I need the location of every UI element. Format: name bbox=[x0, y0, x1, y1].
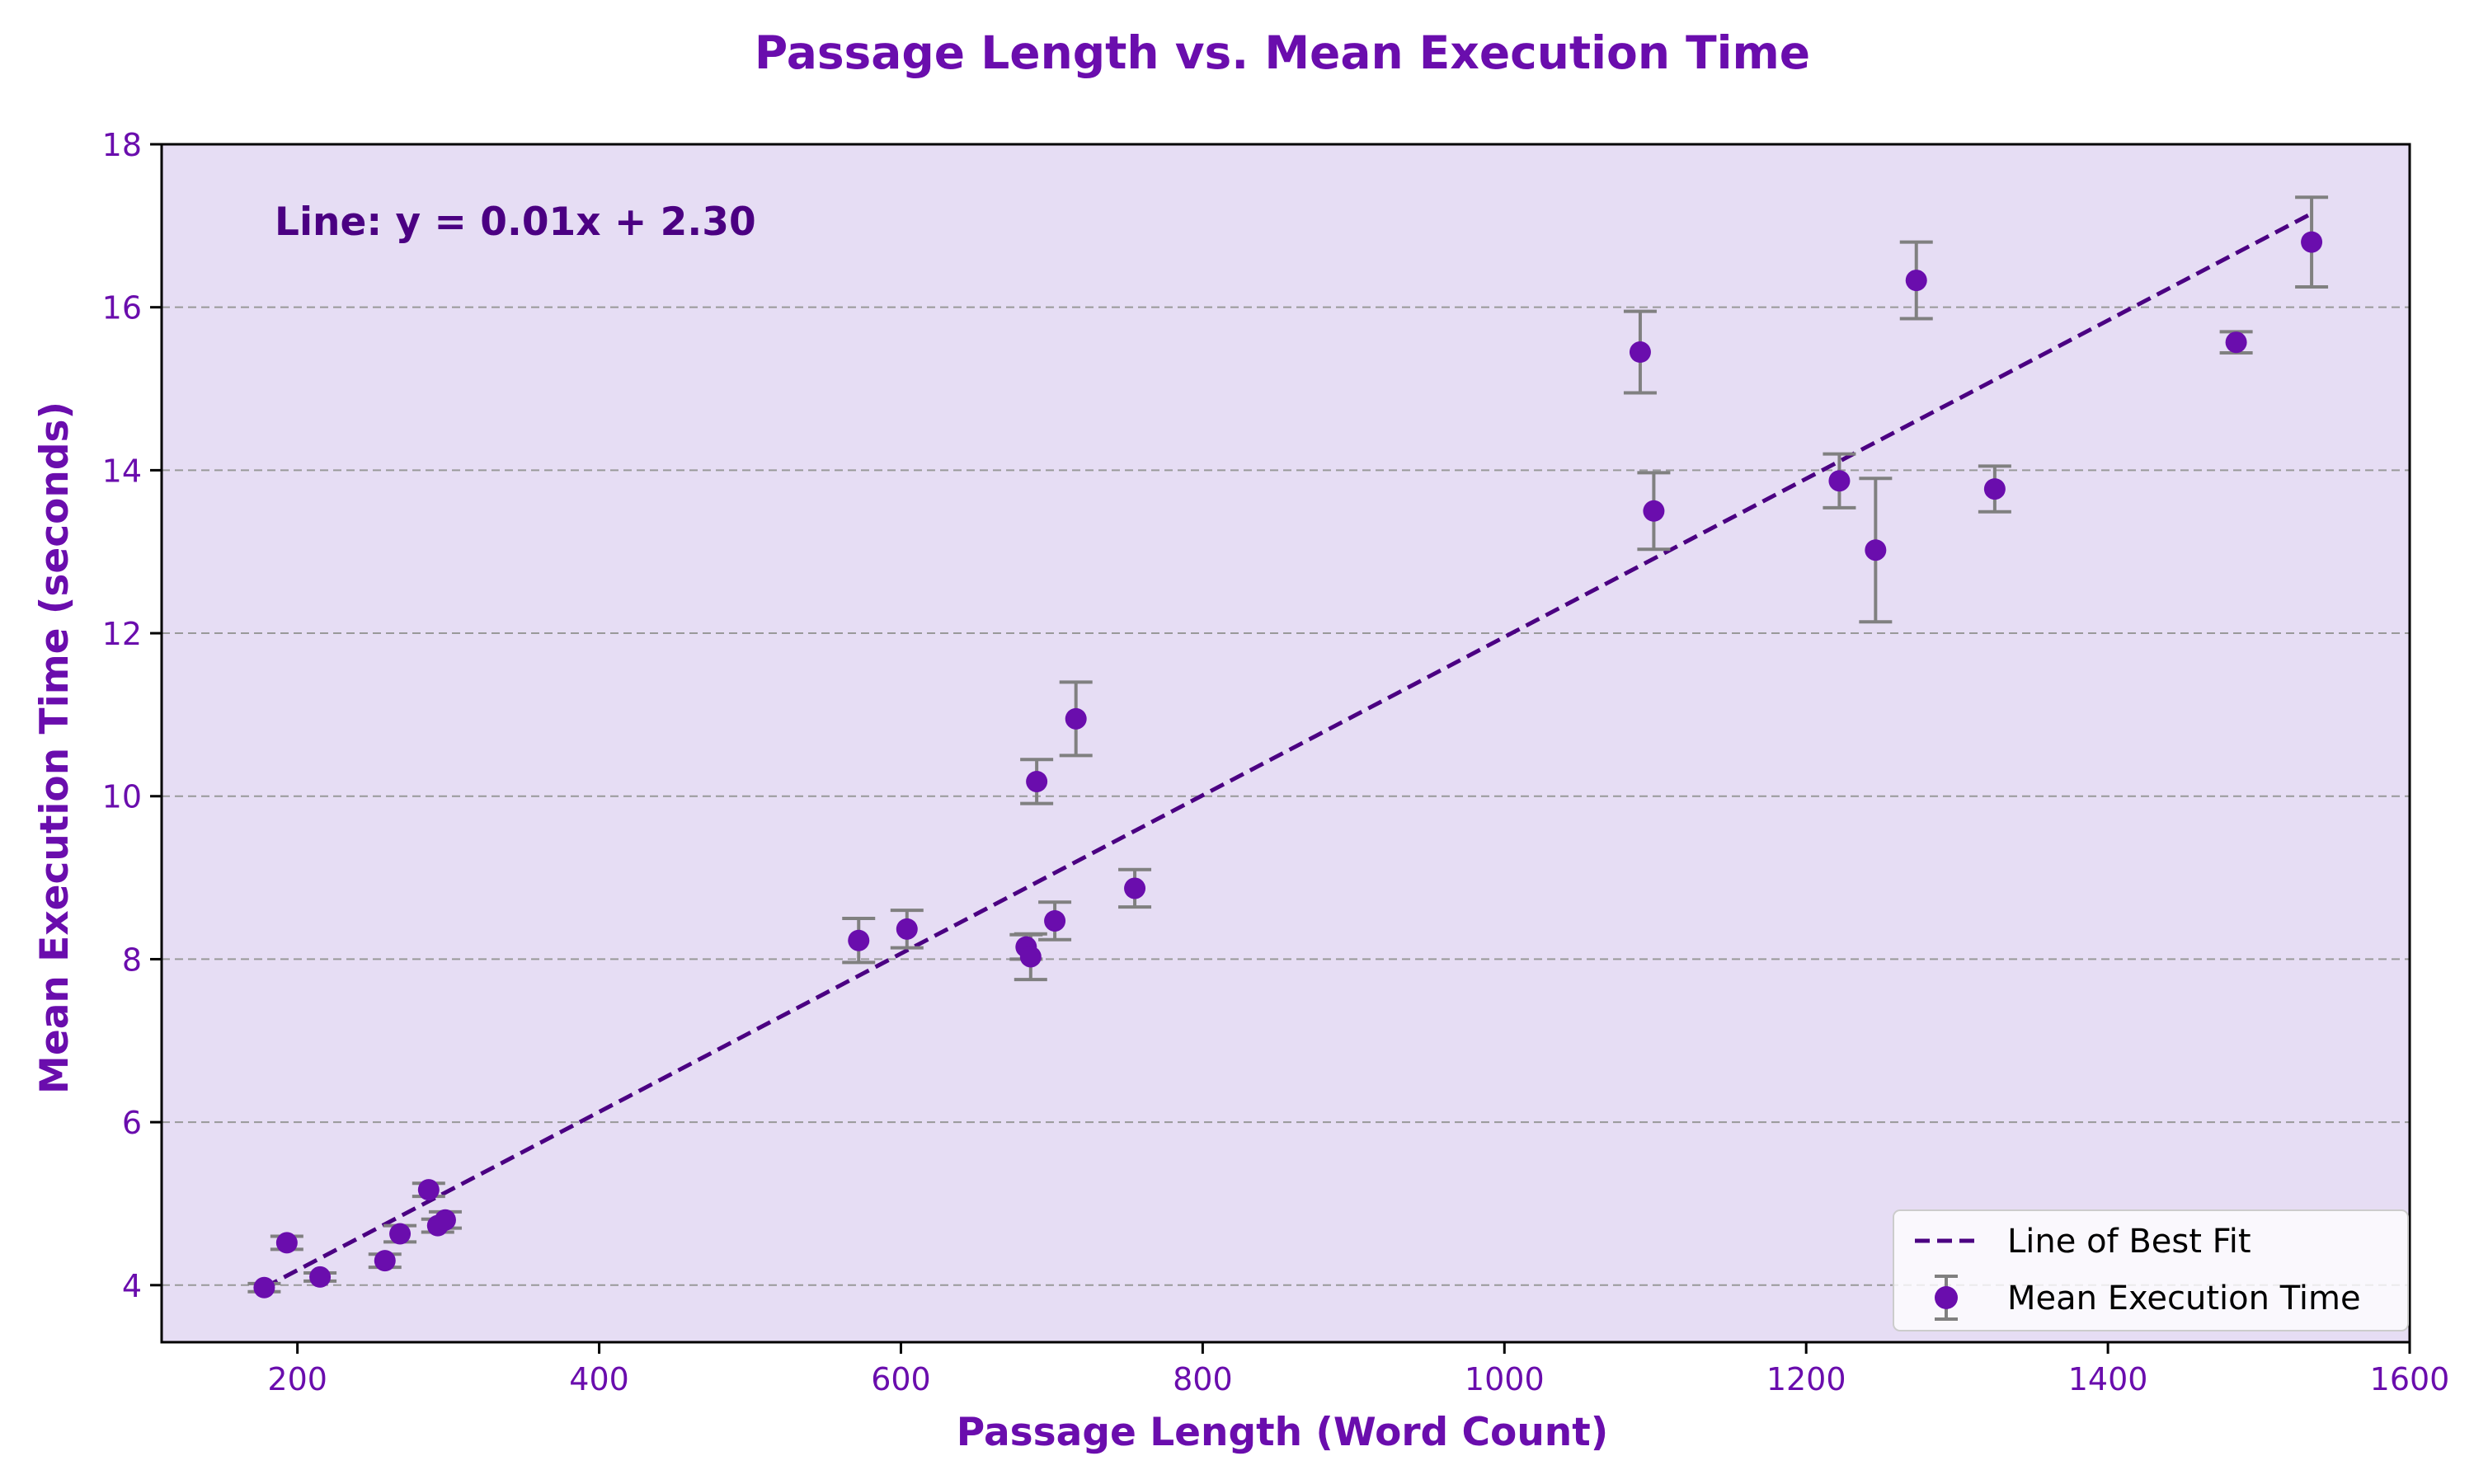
legend-box bbox=[1893, 1209, 2409, 1331]
data-point bbox=[1019, 946, 1042, 968]
x-axis-ticks: 200 400 600 800 1000 1200 1400 1600 bbox=[267, 1342, 2449, 1397]
y-tick-label: 18 bbox=[102, 127, 142, 163]
y-axis-ticks: 4 6 8 10 12 14 16 18 bbox=[102, 127, 162, 1304]
fit-line bbox=[263, 211, 2313, 1289]
y-axis-label: Mean Execution Time (seconds) bbox=[32, 402, 78, 1094]
data-point bbox=[896, 918, 918, 940]
chart-title: Passage Length vs. Mean Execution Time bbox=[755, 26, 1810, 79]
data-point bbox=[1629, 341, 1651, 364]
y-tick-label: 12 bbox=[102, 616, 142, 652]
data-point bbox=[389, 1223, 412, 1245]
data-point bbox=[417, 1179, 440, 1201]
y-tick-label: 8 bbox=[122, 942, 142, 978]
plot-area bbox=[162, 144, 2410, 1342]
y-tick-label: 4 bbox=[122, 1268, 142, 1304]
gridlines bbox=[162, 306, 2410, 1286]
legend-label-points: Mean Execution Time bbox=[2007, 1280, 2361, 1317]
data-point bbox=[1065, 707, 1087, 730]
x-tick-label: 1600 bbox=[2370, 1361, 2450, 1397]
y-tick-label: 6 bbox=[122, 1105, 142, 1141]
data-point bbox=[275, 1232, 298, 1254]
data-point bbox=[253, 1276, 275, 1298]
data-point bbox=[1643, 500, 1665, 522]
data-point bbox=[2301, 231, 2323, 253]
data-point bbox=[848, 929, 870, 951]
x-axis-label: Passage Length (Word Count) bbox=[957, 1410, 1608, 1455]
points-layer bbox=[253, 231, 2323, 1298]
data-point bbox=[2225, 331, 2247, 354]
x-tick-label: 200 bbox=[267, 1361, 327, 1397]
plot-frame bbox=[160, 143, 2411, 1344]
legend: Line of Best Fit Mean Execution Time bbox=[1893, 1209, 2409, 1331]
data-point bbox=[1026, 770, 1048, 792]
y-tick-label: 10 bbox=[102, 779, 142, 815]
equation-annotation: Line: y = 0.01x + 2.30 bbox=[275, 200, 756, 245]
x-tick-label: 1400 bbox=[2068, 1361, 2148, 1397]
x-tick-label: 1200 bbox=[1766, 1361, 1846, 1397]
data-point bbox=[1044, 909, 1066, 932]
data-point bbox=[1124, 877, 1146, 899]
data-point bbox=[1905, 270, 1927, 292]
x-tick-label: 1000 bbox=[1465, 1361, 1545, 1397]
fit-line-layer bbox=[263, 211, 2313, 1289]
y-tick-label: 16 bbox=[102, 290, 142, 326]
x-tick-label: 800 bbox=[1173, 1361, 1233, 1397]
data-point bbox=[1865, 539, 1887, 561]
legend-point-swatch bbox=[1935, 1286, 1958, 1309]
legend-label-fit-line: Line of Best Fit bbox=[2007, 1223, 2251, 1261]
data-point bbox=[434, 1209, 456, 1231]
data-point bbox=[309, 1266, 332, 1288]
x-tick-label: 400 bbox=[569, 1361, 629, 1397]
data-point bbox=[374, 1250, 396, 1272]
y-tick-label: 14 bbox=[102, 453, 142, 489]
data-point bbox=[1828, 470, 1851, 492]
data-point bbox=[1983, 478, 2006, 500]
x-tick-label: 600 bbox=[871, 1361, 931, 1397]
